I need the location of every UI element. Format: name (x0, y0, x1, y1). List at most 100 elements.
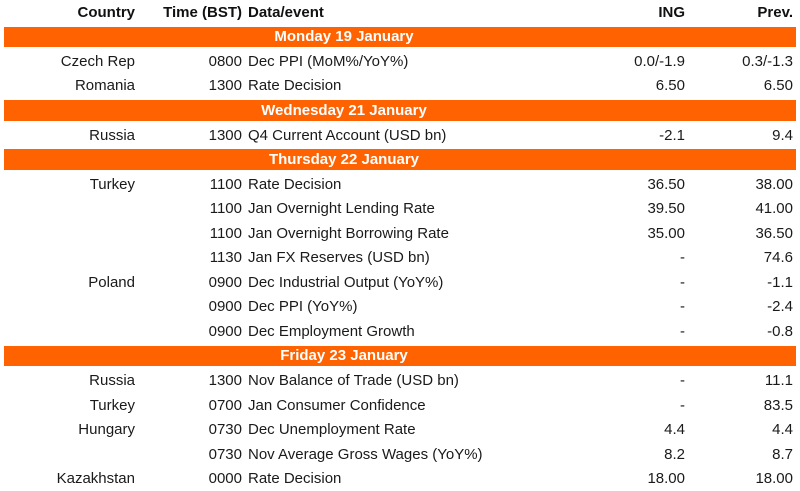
event-cell: Dec PPI (MoM%/YoY%) (248, 52, 409, 70)
table-row: Poland 0900 Dec Industrial Output (YoY%) - -… (0, 270, 800, 295)
ing-cell: - (680, 273, 685, 291)
section-banner-row: Monday 19 January (0, 25, 800, 50)
section-banner: Friday 23 January (4, 345, 796, 367)
event-cell: Nov Average Gross Wages (YoY%) (248, 445, 483, 463)
prev-cell: 8.7 (772, 445, 793, 463)
event-cell: Rate Decision (248, 175, 342, 193)
country-cell: Turkey (89, 396, 135, 414)
country-cell: Kazakhstan (56, 470, 135, 488)
section-banner-row: Friday 23 January (0, 344, 800, 369)
section-banner: Thursday 22 January (4, 149, 796, 170)
ing-cell: 8.2 (664, 445, 685, 463)
time-cell: 1100 (209, 175, 242, 193)
time-cell: 1300 (208, 77, 242, 95)
table-row: Kazakhstan 0000 Rate Decision 18.00 18.00 (0, 466, 800, 491)
country-cell: Hungary (78, 421, 135, 439)
ing-cell: 36.50 (647, 175, 685, 193)
prev-cell: 0.3/-1.3 (742, 52, 793, 70)
time-cell: 0000 (208, 470, 242, 488)
event-cell: Jan FX Reserves (USD bn) (248, 249, 430, 267)
table-row: Hungary 0730 Dec Unemployment Rate 4.4 4.4 (0, 417, 800, 442)
section-banner-row: Thursday 22 January (0, 147, 800, 172)
table-row: Czech Rep 0800 Dec PPI (MoM%/YoY%) 0.0/-1.9… (0, 49, 800, 74)
ing-cell: -2.1 (659, 126, 685, 144)
country-cell: Russia (89, 371, 135, 389)
country-cell: Czech Rep (60, 52, 135, 70)
time-cell: 0900 (208, 322, 242, 340)
column-header-prev: Prev. (757, 3, 793, 21)
event-cell: Jan Consumer Confidence (248, 396, 426, 414)
event-cell: Dec PPI (YoY%) (248, 298, 358, 316)
ing-cell: 4.4 (664, 421, 685, 439)
ing-cell: - (680, 396, 685, 414)
table-row: 0900 Dec PPI (YoY%) - -2.4 (0, 295, 800, 320)
prev-cell: 6.50 (763, 77, 793, 95)
time-cell: 0730 (208, 421, 242, 439)
section-banner: Wednesday 21 January (4, 100, 796, 121)
event-cell: Q4 Current Account (USD bn) (248, 126, 447, 144)
ing-cell: 18.00 (647, 470, 685, 488)
event-cell: Nov Balance of Trade (USD bn) (248, 371, 459, 389)
prev-cell: 83.5 (763, 396, 793, 414)
column-header-data-event: Data/event (248, 3, 324, 21)
time-cell: 1300 (208, 371, 242, 389)
table-row: Russia 1300 Q4 Current Account (USD bn) -2.… (0, 123, 800, 148)
ing-cell: - (680, 322, 685, 340)
table-row: Russia 1300 Nov Balance of Trade (USD bn) -… (0, 368, 800, 393)
prev-cell: -2.4 (767, 298, 793, 316)
time-cell: 0900 (208, 273, 242, 291)
event-cell: Dec Employment Growth (248, 322, 415, 340)
event-cell: Rate Decision (248, 77, 342, 95)
ing-cell: 39.50 (647, 200, 685, 218)
table-row: 1130 Jan FX Reserves (USD bn) - 74.6 (0, 245, 800, 270)
event-cell: Jan Overnight Lending Rate (248, 200, 435, 218)
table-row: Romania 1300 Rate Decision 6.50 6.50 (0, 74, 800, 99)
table-row: Turkey 0700 Jan Consumer Confidence - 83.5 (0, 393, 800, 418)
event-cell: Dec Unemployment Rate (248, 421, 416, 439)
event-cell: Dec Industrial Output (YoY%) (248, 273, 444, 291)
prev-cell: -1.1 (767, 273, 793, 291)
ing-cell: 35.00 (647, 224, 685, 242)
time-cell: 1300 (208, 126, 242, 144)
prev-cell: 11.1 (764, 371, 793, 389)
ing-cell: - (680, 298, 685, 316)
column-header-time: Time (BST) (163, 3, 242, 21)
table-row: 0730 Nov Average Gross Wages (YoY%) 8.2 8.7 (0, 442, 800, 467)
event-cell: Jan Overnight Borrowing Rate (248, 224, 449, 242)
ing-cell: 0.0/-1.9 (634, 52, 685, 70)
ing-cell: - (680, 371, 685, 389)
country-cell: Romania (74, 77, 135, 95)
time-cell: 1100 (209, 200, 242, 218)
prev-cell: 36.50 (755, 224, 793, 242)
prev-cell: 9.4 (772, 126, 793, 144)
time-cell: 1130 (209, 249, 242, 267)
table-row: Turkey 1100 Rate Decision 36.50 38.00 (0, 172, 800, 197)
table-row: 0900 Dec Employment Growth - -0.8 (0, 319, 800, 344)
time-cell: 0900 (208, 298, 242, 316)
prev-cell: 38.00 (755, 175, 793, 193)
time-cell: 1100 (209, 224, 242, 242)
time-cell: 0730 (208, 445, 242, 463)
country-cell: Poland (88, 273, 135, 291)
table-header-row: Country Time (BST) Data/event ING Prev. (0, 0, 800, 25)
prev-cell: 74.6 (763, 249, 793, 267)
ing-cell: - (680, 249, 685, 267)
event-cell: Rate Decision (248, 470, 342, 488)
country-cell: Russia (89, 126, 135, 144)
table-row: 1100 Jan Overnight Lending Rate 39.50 41.00 (0, 196, 800, 221)
column-header-country: Country (77, 3, 136, 21)
section-banner-row: Wednesday 21 January (0, 98, 800, 123)
ing-cell: 6.50 (655, 77, 685, 95)
time-cell: 0700 (208, 396, 242, 414)
prev-cell: -0.8 (767, 322, 793, 340)
table-body: Monday 19 January Czech Rep 0800 Dec PPI (M… (0, 25, 800, 491)
table-row: 1100 Jan Overnight Borrowing Rate 35.00 36.… (0, 221, 800, 246)
time-cell: 0800 (208, 52, 242, 70)
prev-cell: 41.00 (755, 200, 793, 218)
section-banner: Monday 19 January (4, 26, 796, 48)
prev-cell: 18.00 (755, 470, 793, 488)
prev-cell: 4.4 (772, 421, 793, 439)
column-header-ing: ING (658, 3, 685, 21)
country-cell: Turkey (89, 175, 135, 193)
